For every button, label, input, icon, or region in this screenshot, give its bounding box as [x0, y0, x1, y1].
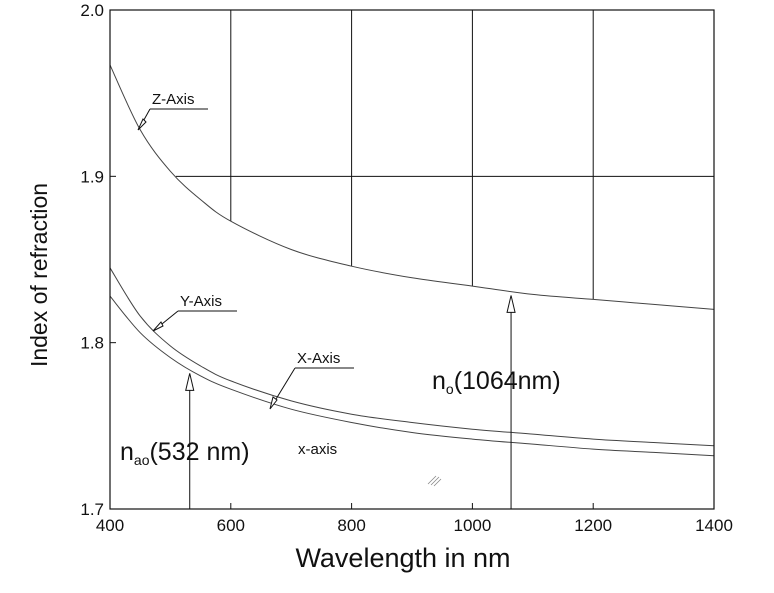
x-tick-label-1400: 1400 [695, 516, 733, 535]
nao-main: n [120, 438, 134, 466]
x-tick-label-800: 800 [337, 516, 365, 535]
y-tick-label-3: 2.0 [80, 1, 104, 20]
no-main: n [432, 367, 446, 395]
no-label: no(1064nm) [432, 367, 561, 397]
y-tick-label-0: 1.7 [80, 500, 104, 519]
y-ticks: 1.7 1.8 1.9 2.0 [80, 1, 116, 519]
plot-frame [109, 9, 715, 510]
x-tick-label-400: 400 [96, 516, 124, 535]
y-tick-label-1: 1.8 [80, 334, 104, 353]
x-axis-curve-label: X-Axis [297, 350, 340, 367]
no-sub: o [446, 381, 454, 397]
x-ticks: 400 600 800 1000 1200 1400 [96, 503, 733, 535]
arrow-head-1064 [506, 295, 516, 313]
x-tick-label-600: 600 [217, 516, 245, 535]
nao-rest: (532 nm) [149, 438, 249, 466]
x-axis-leader [272, 367, 296, 405]
x-tick-label-1000: 1000 [453, 516, 491, 535]
scan-artifact [427, 475, 442, 487]
y-tick-label-2: 1.9 [80, 167, 104, 186]
nao-label: nao(532 nm) [120, 438, 250, 468]
z-axis-leader-arrowhead [137, 118, 147, 131]
y-axis-leader-arrowhead [152, 321, 164, 332]
y-axis-label: Index of refraction [26, 183, 52, 367]
no-rest: (1064nm) [454, 367, 561, 395]
arrow-head-532 [185, 373, 195, 391]
series-zaxis-line [109, 64, 715, 310]
series-yaxis-line [109, 267, 715, 447]
x-axis-lower-label: x-axis [298, 441, 337, 458]
grid-lines [175, 10, 714, 300]
curves [109, 64, 715, 457]
y-axis-curve-label: Y-Axis [180, 293, 222, 310]
x-tick-label-1200: 1200 [574, 516, 612, 535]
nao-sub: ao [134, 452, 150, 468]
z-axis-label: Z-Axis [152, 91, 195, 108]
series-xaxis-line [109, 295, 715, 457]
arrows [185, 295, 516, 509]
x-axis-label: Wavelength in nm [295, 543, 510, 573]
x-axis-leader-arrowhead [269, 396, 278, 410]
